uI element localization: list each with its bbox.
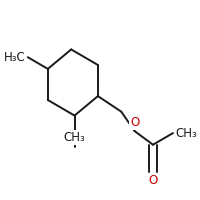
Text: CH₃: CH₃ [175,127,197,140]
Text: O: O [130,116,139,129]
Text: H₃C: H₃C [4,51,25,64]
Text: CH₃: CH₃ [64,131,85,144]
Text: O: O [148,174,158,187]
